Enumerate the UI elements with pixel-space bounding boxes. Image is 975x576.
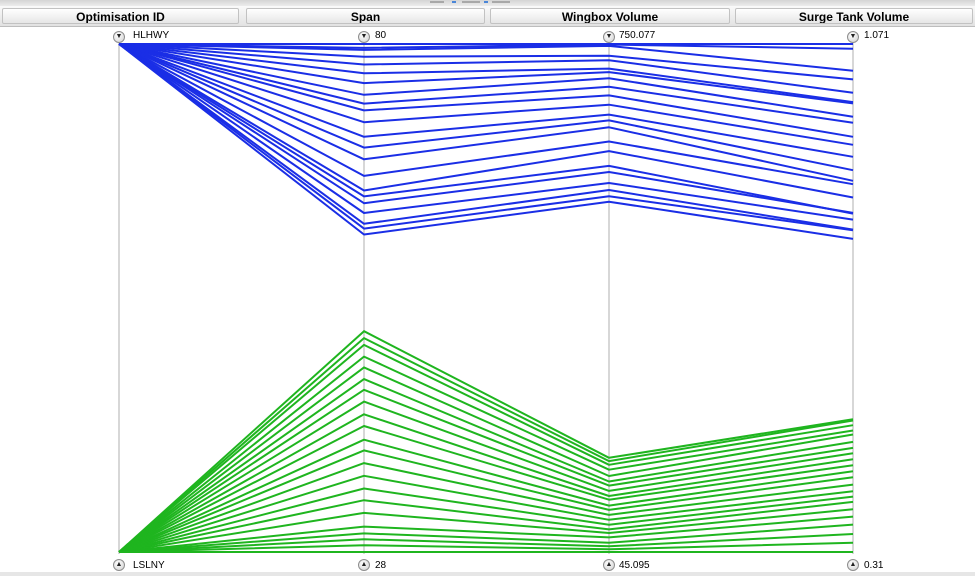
series-line-hlhwy-3: [118, 43, 854, 81]
chevron-up-icon[interactable]: ▲: [847, 559, 859, 571]
series-line-hlhwy-18: [118, 43, 854, 221]
series-line-lslny-4: [118, 366, 854, 553]
series-line-lslny-0: [118, 330, 854, 553]
series-line-lslny-19: [118, 533, 854, 553]
axis-2-bottom-label: 45.095: [619, 560, 650, 571]
series-line-lslny-17: [118, 515, 854, 553]
axis-optimisation-id[interactable]: [118, 36, 120, 554]
header-surge-tank-volume[interactable]: Surge Tank Volume: [735, 8, 973, 24]
splitter-grip[interactable]: [430, 0, 520, 6]
bottom-strip: [0, 572, 975, 576]
header-wingbox-volume[interactable]: Wingbox Volume: [490, 8, 730, 24]
axis-3-top-label: 1.071: [864, 30, 890, 41]
series-line-hlhwy-5: [118, 43, 854, 104]
chevron-up-icon[interactable]: ▲: [603, 559, 615, 571]
axis-surge-tank-volume[interactable]: [852, 36, 854, 554]
series-line-lslny-2: [118, 343, 854, 553]
series-line-lslny-15: [118, 499, 854, 553]
series-line-hlhwy-21: [118, 43, 854, 240]
axis-span[interactable]: [363, 36, 365, 554]
chevron-down-icon[interactable]: ▼: [358, 31, 370, 43]
series-line-lslny-7: [118, 400, 854, 553]
series-line-hlhwy-14: [118, 43, 854, 186]
series-line-lslny-16: [118, 508, 854, 553]
axis-wingbox-volume[interactable]: [608, 36, 610, 554]
series-line-hlhwy-17: [118, 43, 854, 214]
series-line-lslny-11: [118, 449, 854, 553]
series-line-lslny-5: [118, 378, 854, 553]
axis-1-bottom-label: 28: [375, 560, 387, 571]
series-line-hlhwy-6: [118, 43, 854, 105]
series-line-hlhwy-4: [118, 43, 854, 94]
chevron-down-icon[interactable]: ▼: [847, 31, 859, 43]
series-line-lslny-18: [118, 523, 854, 553]
axis-2-top-label: 750.077: [619, 30, 656, 41]
series-line-lslny-8: [118, 413, 854, 553]
series-line-lslny-13: [118, 474, 854, 553]
chevron-up-icon[interactable]: ▲: [113, 559, 125, 571]
series-line-hlhwy-11: [118, 43, 854, 158]
series-line-hlhwy-9: [118, 43, 854, 138]
axis-0-bottom-label: LSLNY: [133, 560, 165, 571]
series-line-hlhwy-10: [118, 43, 854, 146]
series-line-hlhwy-8: [118, 43, 854, 124]
series-line-lslny-12: [118, 462, 854, 553]
series-line-hlhwy-15: [118, 43, 854, 199]
column-header-bar: Optimisation ID Span Wingbox Volume Surg…: [0, 6, 975, 27]
series-line-lslny-9: [118, 425, 854, 553]
header-span[interactable]: Span: [246, 8, 485, 24]
chevron-down-icon[interactable]: ▼: [603, 31, 615, 43]
series-line-lslny-20: [118, 541, 854, 553]
header-optimisation-id[interactable]: Optimisation ID: [2, 8, 239, 24]
series-line-lslny-6: [118, 388, 854, 553]
series-line-hlhwy-19: [118, 43, 854, 231]
series-line-hlhwy-20: [118, 43, 854, 232]
series-line-lslny-3: [118, 355, 854, 553]
series-line-lslny-10: [118, 438, 854, 553]
series-line-lslny-1: [118, 337, 854, 553]
axis-3-bottom-label: 0.31: [864, 560, 884, 571]
chevron-up-icon[interactable]: ▲: [358, 559, 370, 571]
chevron-down-icon[interactable]: ▼: [113, 31, 125, 43]
axis-1-top-label: 80: [375, 30, 387, 41]
window-top-strip: [0, 0, 975, 6]
series-line-hlhwy-16: [118, 43, 854, 215]
series-line-lslny-14: [118, 487, 854, 553]
series-line-hlhwy-13: [118, 43, 854, 182]
axis-0-top-label: HLHWY: [133, 30, 170, 41]
series-line-hlhwy-7: [118, 43, 854, 118]
series-line-hlhwy-2: [118, 43, 854, 72]
series-line-hlhwy-12: [118, 43, 854, 172]
